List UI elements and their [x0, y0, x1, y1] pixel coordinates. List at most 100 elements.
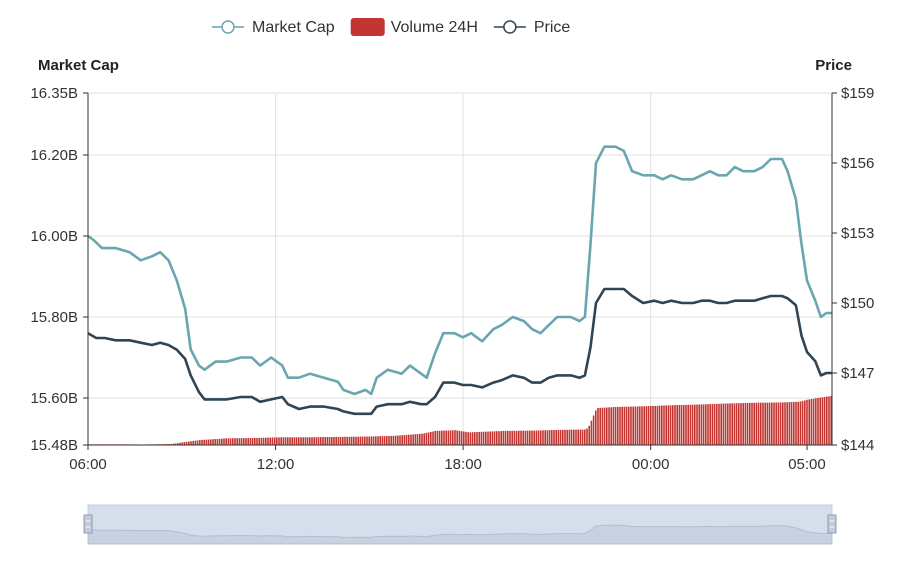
volume-bar: [262, 437, 265, 445]
volume-bar: [383, 436, 386, 445]
volume-bar: [777, 402, 780, 445]
volume-bar: [315, 437, 318, 445]
volume-bar: [742, 403, 744, 445]
volume-bar: [795, 401, 797, 445]
zoom-selected-window[interactable]: [88, 505, 832, 544]
volume-bar: [236, 438, 238, 445]
volume-bar: [784, 402, 786, 445]
y-left-tick-label: 16.20B: [30, 147, 78, 164]
volume-bar: [762, 402, 764, 445]
y-right-tick-label: $159: [841, 85, 874, 102]
price-line: [87, 287, 832, 416]
volume-bar: [685, 404, 687, 445]
volume-bar: [584, 429, 586, 445]
volume-bar: [557, 429, 560, 445]
volume-bar: [562, 429, 564, 445]
volume-bar: [346, 436, 348, 445]
volume-bar: [535, 430, 538, 445]
volume-bar: [181, 442, 183, 445]
volume-bar: [570, 429, 573, 445]
volume-bar: [680, 405, 683, 445]
volume-bar: [234, 438, 236, 445]
volume-bar: [694, 404, 696, 445]
volume-bar: [249, 438, 252, 445]
zoom-handle-grip[interactable]: [827, 514, 837, 534]
volume-bar: [245, 438, 247, 445]
volume-bar: [465, 431, 467, 445]
volume-bar: [491, 431, 494, 445]
zoom-handle-left[interactable]: [83, 514, 93, 534]
volume-bar: [254, 438, 256, 445]
volume-bars: [89, 396, 832, 445]
volume-bar: [522, 430, 524, 445]
volume-bar: [452, 430, 454, 445]
volume-bar: [630, 406, 632, 445]
volume-bar: [361, 436, 364, 445]
legend-item[interactable]: Volume 24H: [350, 18, 478, 36]
y-left-tick-label: 16.35B: [30, 85, 78, 102]
volume-bar: [370, 436, 373, 445]
volume-bar: [553, 430, 555, 445]
volume-bar: [753, 402, 755, 445]
volume-bar: [606, 407, 608, 445]
volume-bar: [423, 433, 425, 445]
volume-bar: [289, 437, 291, 445]
volume-bar: [821, 397, 824, 445]
legend-circle-icon: [503, 20, 517, 34]
volume-bar: [617, 406, 619, 445]
volume-bar: [529, 430, 531, 445]
y-left-tick-label: 16.00B: [30, 228, 78, 245]
volume-bar: [421, 433, 423, 445]
volume-bar: [749, 402, 751, 445]
volume-bar: [469, 432, 472, 445]
volume-bar: [185, 441, 188, 445]
volume-bar: [243, 438, 245, 445]
x-tick-label: 18:00: [444, 456, 482, 473]
y-left-tick-label: 15.48B: [30, 437, 78, 454]
volume-bar: [364, 436, 366, 445]
zoom-handle-right[interactable]: [827, 514, 837, 534]
volume-bar: [507, 430, 509, 445]
y-right-tick-label: $147: [841, 365, 874, 382]
legend: Market Cap Volume 24H Price: [212, 18, 570, 36]
volume-bar: [381, 436, 384, 445]
volume-bar: [291, 437, 293, 445]
volume-bar: [665, 405, 667, 445]
volume-bar: [273, 437, 276, 445]
volume-bar: [775, 402, 777, 445]
volume-bar: [342, 436, 344, 445]
volume-bar: [746, 402, 749, 445]
volume-bar: [830, 396, 832, 445]
volume-bar: [357, 436, 359, 445]
volume-bar: [729, 403, 731, 445]
volume-bar: [608, 407, 610, 445]
data-zoom-slider[interactable]: [83, 504, 837, 545]
legend-item[interactable]: Market Cap: [212, 19, 335, 36]
volume-bar: [441, 430, 443, 445]
volume-bar: [298, 437, 300, 445]
zoom-handle-grip[interactable]: [83, 514, 93, 534]
volume-bar: [812, 398, 815, 445]
volume-bar: [410, 434, 412, 445]
volume-bar: [227, 438, 230, 445]
volume-bar: [581, 429, 584, 445]
volume-bar: [401, 435, 403, 445]
legend-label: Volume 24H: [391, 19, 478, 36]
volume-bar: [647, 406, 650, 445]
volume-bar: [531, 430, 533, 445]
volume-bar: [177, 443, 179, 445]
volume-bar: [823, 397, 826, 445]
volume-bar: [502, 431, 505, 445]
volume-bar: [403, 435, 406, 445]
legend-item[interactable]: Price: [493, 19, 571, 36]
volume-bar: [287, 437, 289, 445]
volume-bar: [434, 431, 436, 445]
volume-bar: [408, 434, 410, 445]
volume-bar: [755, 402, 758, 445]
volume-bar: [476, 432, 478, 445]
volume-bar: [359, 436, 362, 445]
volume-bar: [251, 438, 254, 445]
volume-bar: [718, 403, 720, 445]
volume-bar: [392, 435, 395, 445]
